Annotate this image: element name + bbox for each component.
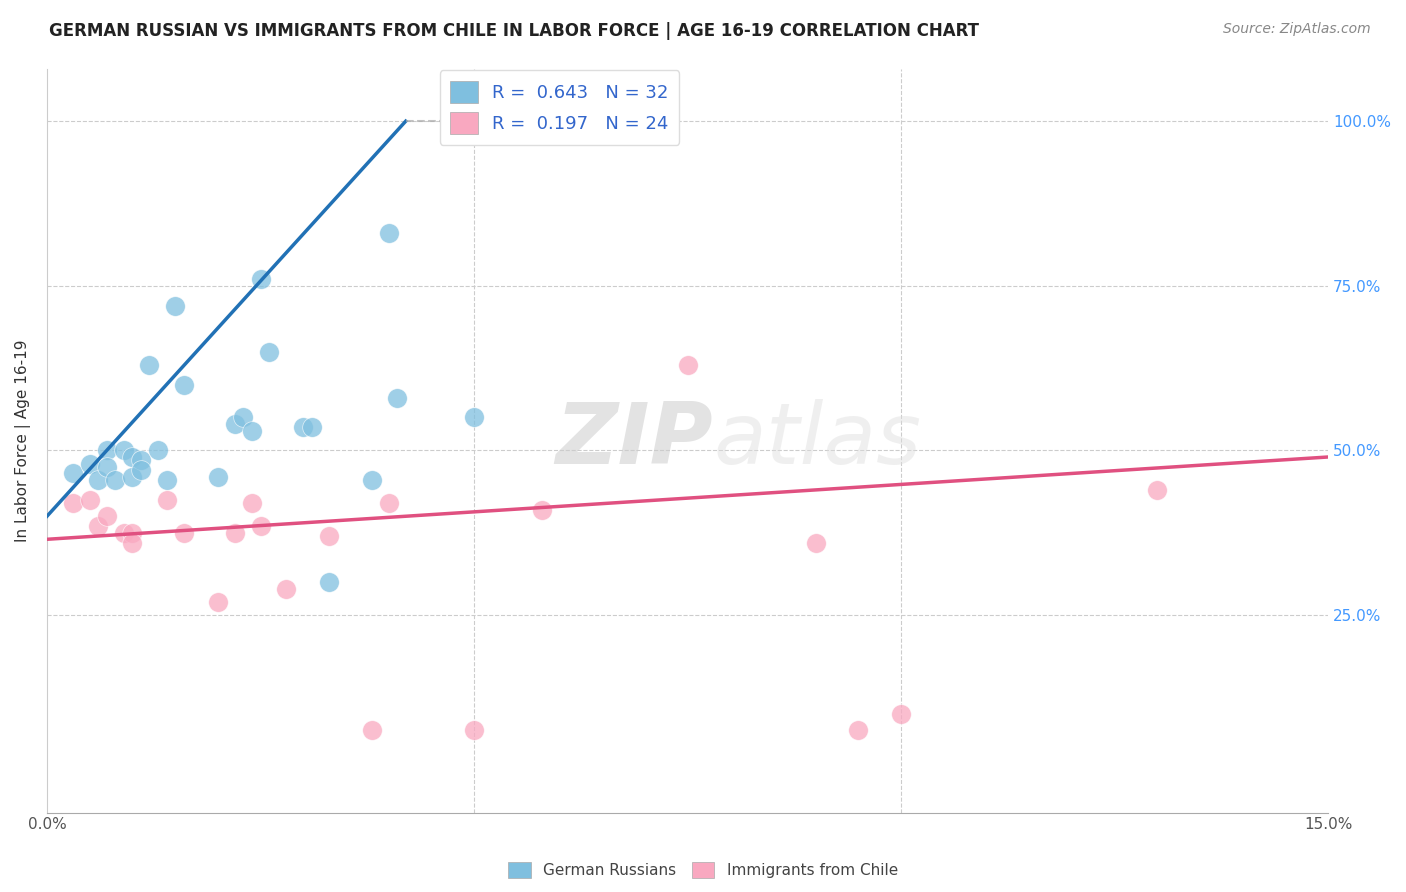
Point bbox=[87, 473, 110, 487]
Point bbox=[112, 443, 135, 458]
Point bbox=[96, 443, 118, 458]
Point bbox=[385, 391, 408, 405]
Point bbox=[146, 443, 169, 458]
Point bbox=[121, 525, 143, 540]
Point bbox=[165, 299, 187, 313]
Text: ZIP: ZIP bbox=[555, 399, 713, 482]
Point bbox=[155, 492, 177, 507]
Text: atlas: atlas bbox=[713, 399, 921, 482]
Point bbox=[79, 457, 101, 471]
Point bbox=[240, 424, 263, 438]
Y-axis label: In Labor Force | Age 16-19: In Labor Force | Age 16-19 bbox=[15, 339, 31, 541]
Text: GERMAN RUSSIAN VS IMMIGRANTS FROM CHILE IN LABOR FORCE | AGE 16-19 CORRELATION C: GERMAN RUSSIAN VS IMMIGRANTS FROM CHILE … bbox=[49, 22, 979, 40]
Point bbox=[848, 723, 870, 738]
Point bbox=[531, 502, 554, 516]
Point bbox=[531, 114, 554, 128]
Point bbox=[301, 420, 323, 434]
Point bbox=[1146, 483, 1168, 497]
Point bbox=[155, 473, 177, 487]
Point bbox=[463, 723, 485, 738]
Point bbox=[96, 459, 118, 474]
Point bbox=[676, 358, 699, 372]
Point bbox=[129, 453, 152, 467]
Point bbox=[292, 420, 315, 434]
Point bbox=[121, 469, 143, 483]
Legend: German Russians, Immigrants from Chile: German Russians, Immigrants from Chile bbox=[502, 856, 904, 884]
Point bbox=[173, 525, 195, 540]
Point bbox=[96, 509, 118, 524]
Point bbox=[112, 525, 135, 540]
Point bbox=[377, 226, 399, 240]
Point bbox=[318, 575, 340, 590]
Point bbox=[224, 417, 246, 431]
Point bbox=[87, 519, 110, 533]
Point bbox=[804, 535, 827, 549]
Point bbox=[232, 410, 254, 425]
Point bbox=[207, 469, 229, 483]
Point bbox=[249, 272, 271, 286]
Legend: R =  0.643   N = 32, R =  0.197   N = 24: R = 0.643 N = 32, R = 0.197 N = 24 bbox=[440, 70, 679, 145]
Point bbox=[249, 519, 271, 533]
Point bbox=[276, 582, 298, 596]
Point bbox=[121, 535, 143, 549]
Point bbox=[463, 410, 485, 425]
Point bbox=[377, 496, 399, 510]
Point bbox=[62, 496, 84, 510]
Point bbox=[360, 723, 382, 738]
Point bbox=[531, 114, 554, 128]
Point bbox=[224, 525, 246, 540]
Point bbox=[62, 467, 84, 481]
Point bbox=[79, 492, 101, 507]
Point bbox=[318, 529, 340, 543]
Point bbox=[240, 496, 263, 510]
Text: Source: ZipAtlas.com: Source: ZipAtlas.com bbox=[1223, 22, 1371, 37]
Point bbox=[129, 463, 152, 477]
Point bbox=[138, 358, 160, 372]
Point bbox=[207, 595, 229, 609]
Point bbox=[360, 473, 382, 487]
Point bbox=[257, 344, 280, 359]
Point bbox=[890, 706, 912, 721]
Point bbox=[121, 450, 143, 464]
Point bbox=[104, 473, 127, 487]
Point bbox=[540, 114, 562, 128]
Point bbox=[173, 377, 195, 392]
